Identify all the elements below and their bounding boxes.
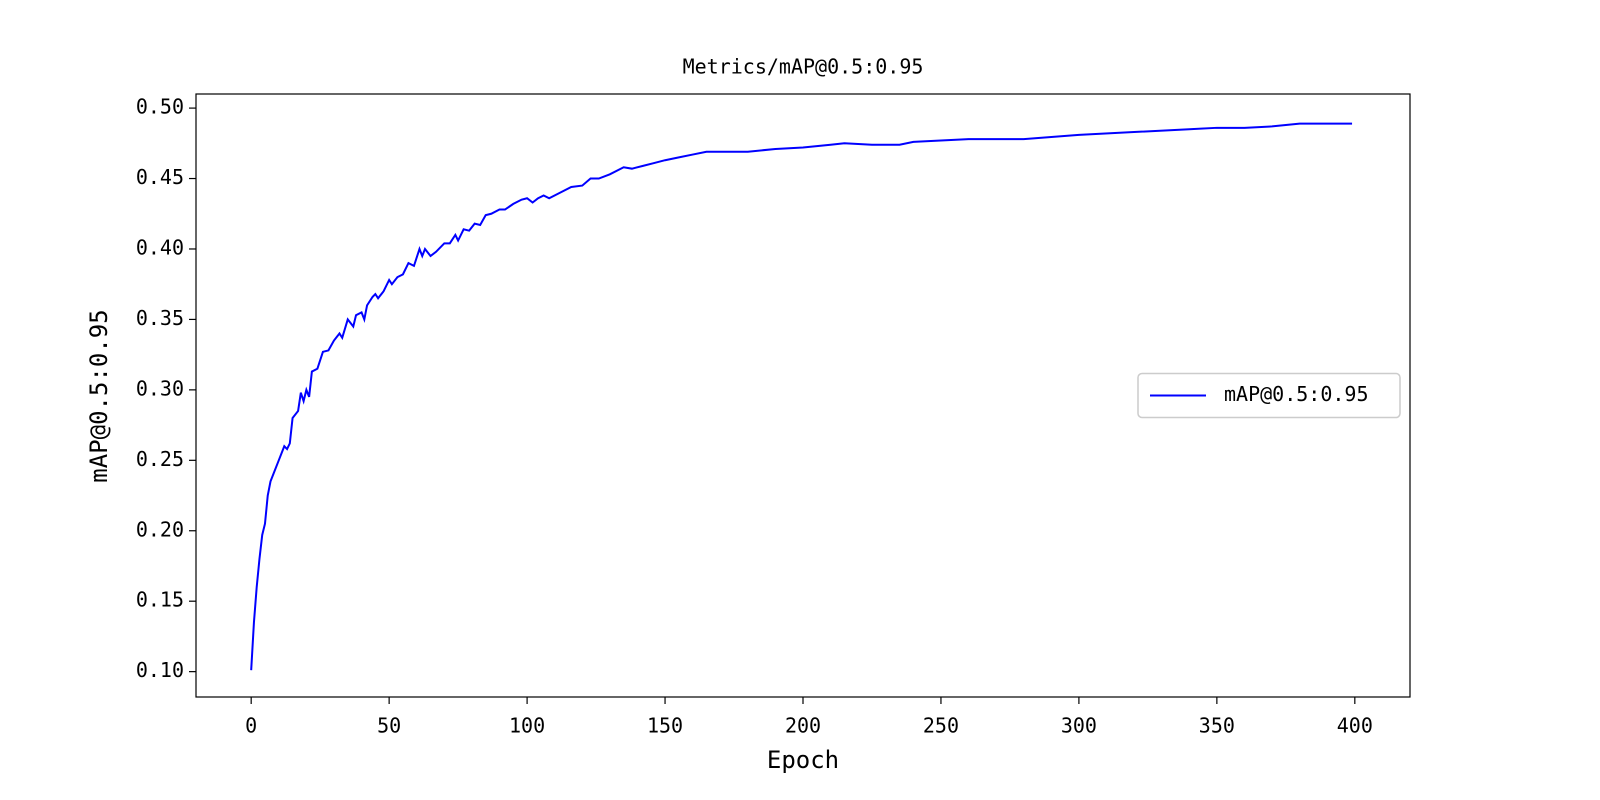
chart-title: Metrics/mAP@0.5:0.95 <box>683 55 924 79</box>
legend-box <box>1137 372 1401 419</box>
x-tick-label: 350 <box>1199 714 1235 738</box>
y-tick-label: 0.40 <box>136 235 184 259</box>
x-tick-label: 0 <box>245 714 257 738</box>
x-tick-label: 100 <box>509 714 545 738</box>
y-tick-label: 0.10 <box>136 658 184 682</box>
y-tick-label: 0.20 <box>136 517 184 541</box>
x-tick-label: 50 <box>377 714 401 738</box>
legend-label: mAP@0.5:0.95 <box>1224 382 1369 406</box>
y-tick-label: 0.35 <box>136 306 184 330</box>
y-tick-label: 0.25 <box>136 447 184 471</box>
x-tick-label: 200 <box>785 714 821 738</box>
data-line <box>250 122 1353 671</box>
y-tick-label: 0.30 <box>136 376 184 400</box>
x-axis-label: Epoch <box>767 746 839 774</box>
x-tick-label: 250 <box>923 714 959 738</box>
y-axis-label: mAP@0.5:0.95 <box>85 309 113 482</box>
x-tick-label: 150 <box>647 714 683 738</box>
y-tick-label: 0.45 <box>136 165 184 189</box>
y-tick-label: 0.15 <box>136 588 184 612</box>
x-tick-label: 400 <box>1337 714 1373 738</box>
y-tick-label: 0.50 <box>136 95 184 119</box>
x-tick-label: 300 <box>1061 714 1097 738</box>
plot-frame <box>195 93 1411 698</box>
